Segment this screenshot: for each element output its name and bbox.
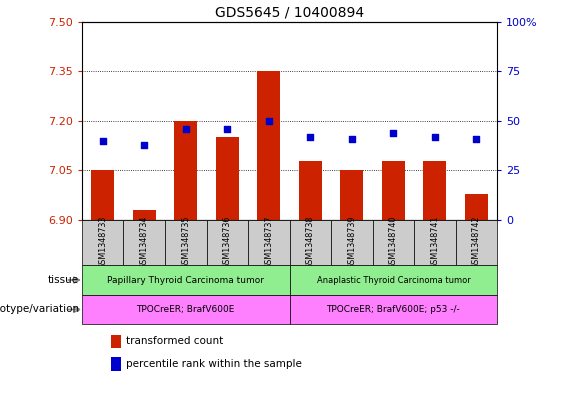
Point	[98, 138, 107, 144]
Text: transformed count: transformed count	[127, 336, 224, 346]
Bar	[165, 220, 207, 265]
Point	[431, 134, 440, 140]
Bar	[82, 265, 289, 295]
Text: GSM1348735: GSM1348735	[181, 216, 190, 270]
Text: tissue: tissue	[48, 275, 79, 285]
Bar	[289, 220, 331, 265]
Bar	[82, 220, 123, 265]
Text: GSM1348737: GSM1348737	[264, 216, 273, 270]
Bar	[175, 121, 197, 220]
Bar	[465, 194, 488, 220]
Text: Anaplastic Thyroid Carcinoma tumor: Anaplastic Thyroid Carcinoma tumor	[316, 275, 470, 285]
Text: GSM1348740: GSM1348740	[389, 216, 398, 269]
Point	[223, 126, 232, 132]
Bar	[331, 220, 373, 265]
Point	[140, 141, 149, 148]
Point	[347, 136, 357, 142]
Bar	[216, 138, 238, 220]
Text: GSM1348741: GSM1348741	[431, 216, 440, 269]
Point	[472, 136, 481, 142]
Bar	[289, 265, 497, 295]
Text: Papillary Thyroid Carcinoma tumor: Papillary Thyroid Carcinoma tumor	[107, 275, 264, 285]
Bar	[207, 220, 248, 265]
Text: genotype/variation: genotype/variation	[0, 305, 79, 314]
Point	[389, 130, 398, 136]
Bar	[258, 71, 280, 220]
Bar	[424, 160, 446, 220]
Text: GSM1348736: GSM1348736	[223, 216, 232, 269]
Bar	[92, 171, 114, 220]
Bar	[341, 171, 363, 220]
Bar	[133, 210, 155, 220]
Text: GSM1348738: GSM1348738	[306, 216, 315, 269]
Point	[181, 126, 190, 132]
Text: GSM1348742: GSM1348742	[472, 216, 481, 270]
Text: GSM1348733: GSM1348733	[98, 216, 107, 269]
Bar	[82, 295, 289, 324]
Point	[306, 134, 315, 140]
Text: TPOCreER; BrafV600E; p53 -/-: TPOCreER; BrafV600E; p53 -/-	[327, 305, 460, 314]
Bar	[299, 160, 321, 220]
Text: GSM1348739: GSM1348739	[347, 216, 357, 270]
Bar	[248, 220, 289, 265]
Text: GSM1348734: GSM1348734	[140, 216, 149, 269]
Text: percentile rank within the sample: percentile rank within the sample	[127, 358, 302, 369]
Bar	[111, 335, 121, 348]
Title: GDS5645 / 10400894: GDS5645 / 10400894	[215, 5, 364, 19]
Bar	[123, 220, 165, 265]
Bar	[373, 220, 414, 265]
Text: TPOCreER; BrafV600E: TPOCreER; BrafV600E	[137, 305, 235, 314]
Point	[264, 118, 273, 124]
Bar	[289, 295, 497, 324]
Bar	[382, 160, 405, 220]
Bar	[414, 220, 455, 265]
Bar	[455, 220, 497, 265]
Bar	[111, 357, 121, 371]
